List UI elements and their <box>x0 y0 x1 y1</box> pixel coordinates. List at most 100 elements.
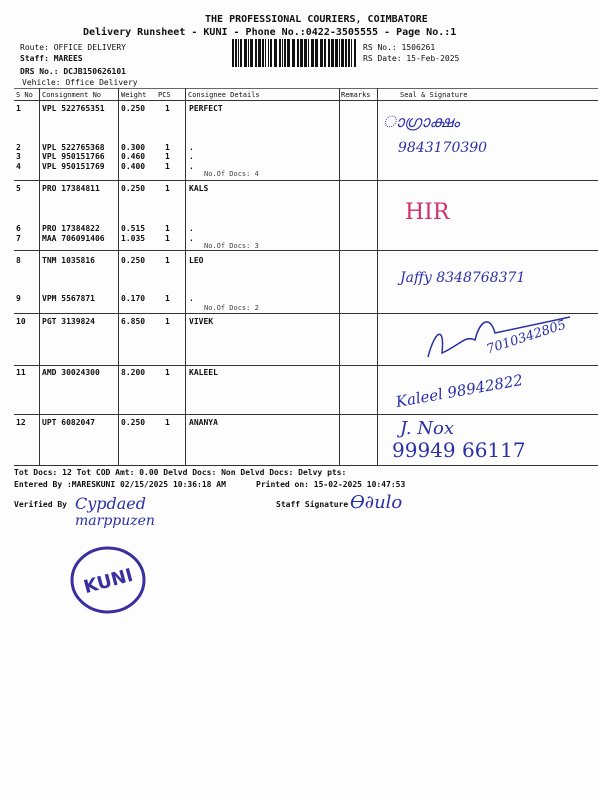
rs-no: RS No.: 1506261 <box>363 43 436 52</box>
cell-cons: TNM 1035816 <box>42 256 95 265</box>
barcode-bar <box>240 39 242 67</box>
cell-pcs: 1 <box>165 224 170 233</box>
cell-sno: 9 <box>16 294 21 303</box>
barcode-bar <box>279 39 281 67</box>
cell-pcs: 1 <box>165 418 170 427</box>
barcode-bar <box>292 39 295 67</box>
cell-cons: VPM 5567871 <box>42 294 95 303</box>
col-consignee: Consignee Details <box>188 91 260 99</box>
cell-sno: 3 <box>16 152 21 161</box>
cell-sno: 2 <box>16 143 21 152</box>
cell-pcs: 1 <box>165 234 170 243</box>
staff-signature: Ɵ∂ulo <box>350 492 403 513</box>
barcode-bar <box>315 39 318 67</box>
rs-date: RS Date: 15-Feb-2025 <box>363 54 460 63</box>
barcode-bar <box>328 39 330 67</box>
cell-pcs: 1 <box>165 317 170 326</box>
col-divider <box>339 88 340 465</box>
route: Route: OFFICE DELIVERY <box>20 43 126 52</box>
barcode-bar <box>287 39 290 67</box>
drs-no: DRS No.: DCJB150626101 <box>20 67 126 76</box>
cell-details: . <box>189 152 194 161</box>
barcode-bar <box>262 39 264 67</box>
barcode-bar <box>311 39 314 67</box>
barcode-bar <box>265 39 266 67</box>
cell-weight: 0.250 <box>121 256 146 265</box>
cell-cons: VPL 950151769 <box>42 162 105 171</box>
col-pcs: PCS <box>158 91 171 99</box>
company-name: THE PROFESSIONAL COURIERS, COIMBATORE <box>205 14 428 25</box>
barcode-bar <box>232 39 234 67</box>
totals-line: Tot Docs: 12 Tot COD Amt: 0.00 Delvd Doc… <box>14 468 347 477</box>
cell-details: PERFECT <box>189 104 223 113</box>
barcode-bar <box>354 39 356 67</box>
col-divider <box>118 88 119 465</box>
cell-pcs: 1 <box>165 256 170 265</box>
cell-details: . <box>189 224 194 233</box>
doc-count: No.Of Docs: 3 <box>204 242 259 250</box>
col-weight: Weight <box>121 91 147 99</box>
verifier-signature: Cypdaed <box>75 494 147 513</box>
group-divider <box>14 250 598 251</box>
cell-pcs: 1 <box>165 294 170 303</box>
cell-pcs: 1 <box>165 143 170 152</box>
cell-weight: 1.035 <box>121 234 146 243</box>
verified-by-label: Verified By <box>14 500 67 509</box>
cell-details: . <box>189 143 194 152</box>
doc-count: No.Of Docs: 2 <box>204 304 259 312</box>
printed-on: Printed on: 15-02-2025 10:47:53 <box>256 480 406 489</box>
signature-vivek <box>427 316 571 358</box>
group-divider <box>14 180 598 181</box>
col-consignment: Consignment No <box>42 91 102 99</box>
barcode-bar <box>268 39 269 67</box>
barcode-bar <box>297 39 299 67</box>
staff: Staff: MAREES <box>20 54 83 63</box>
barcode-bar <box>324 39 326 67</box>
cell-sno: 5 <box>16 184 21 193</box>
col-divider <box>39 88 40 465</box>
col-sno: S No <box>16 91 33 99</box>
handwritten-name-phone: Jaffy 8348768371 <box>400 270 526 286</box>
runsheet-title: Delivery Runsheet - KUNI - Phone No.:042… <box>83 27 457 38</box>
cell-sno: 11 <box>16 368 26 377</box>
cell-sno: 4 <box>16 162 21 171</box>
cell-weight: 0.250 <box>121 104 146 113</box>
barcode-bar <box>244 39 247 67</box>
cell-pcs: 1 <box>165 152 170 161</box>
stamp-text: KUNI <box>82 565 136 598</box>
cell-cons: VPL 950151766 <box>42 152 105 161</box>
barcode-bar <box>320 39 323 67</box>
cell-weight: 0.400 <box>121 162 146 171</box>
cell-weight: 0.170 <box>121 294 146 303</box>
cell-cons: VPL 522765368 <box>42 143 105 152</box>
kuni-stamp: KUNI <box>70 546 146 614</box>
cell-weight: 8.200 <box>121 368 146 377</box>
verifier-signature-2: marppuzen <box>75 513 155 529</box>
handwritten-phone: 99949 66117 <box>392 438 526 462</box>
barcode-bar <box>308 39 309 67</box>
barcode-bar <box>282 39 283 67</box>
cell-pcs: 1 <box>165 184 170 193</box>
barcode-bar <box>248 39 249 67</box>
barcode-bar <box>255 39 257 67</box>
doc-count: No.Of Docs: 4 <box>204 170 259 178</box>
cell-sno: 7 <box>16 234 21 243</box>
cell-details: . <box>189 294 194 303</box>
cell-sno: 12 <box>16 418 26 427</box>
signature-scribble: ാഗ്രാക്ഷം <box>383 112 460 131</box>
cell-sno: 6 <box>16 224 21 233</box>
entered-by: Entered By :MARESKUNI 02/15/2025 10:36:1… <box>14 480 226 489</box>
cell-cons: MAA 706091406 <box>42 234 105 243</box>
cell-details: KALS <box>189 184 209 193</box>
barcode <box>232 39 356 67</box>
cell-weight: 0.515 <box>121 224 146 233</box>
col-remarks: Remarks <box>341 91 371 99</box>
col-divider <box>185 88 186 465</box>
cell-cons: PRO 17384811 <box>42 184 100 193</box>
cell-details: KALEEL <box>189 368 218 377</box>
cell-sno: 8 <box>16 256 21 265</box>
cell-details: . <box>189 234 194 243</box>
barcode-bar <box>331 39 334 67</box>
cell-details: LEO <box>189 256 204 265</box>
